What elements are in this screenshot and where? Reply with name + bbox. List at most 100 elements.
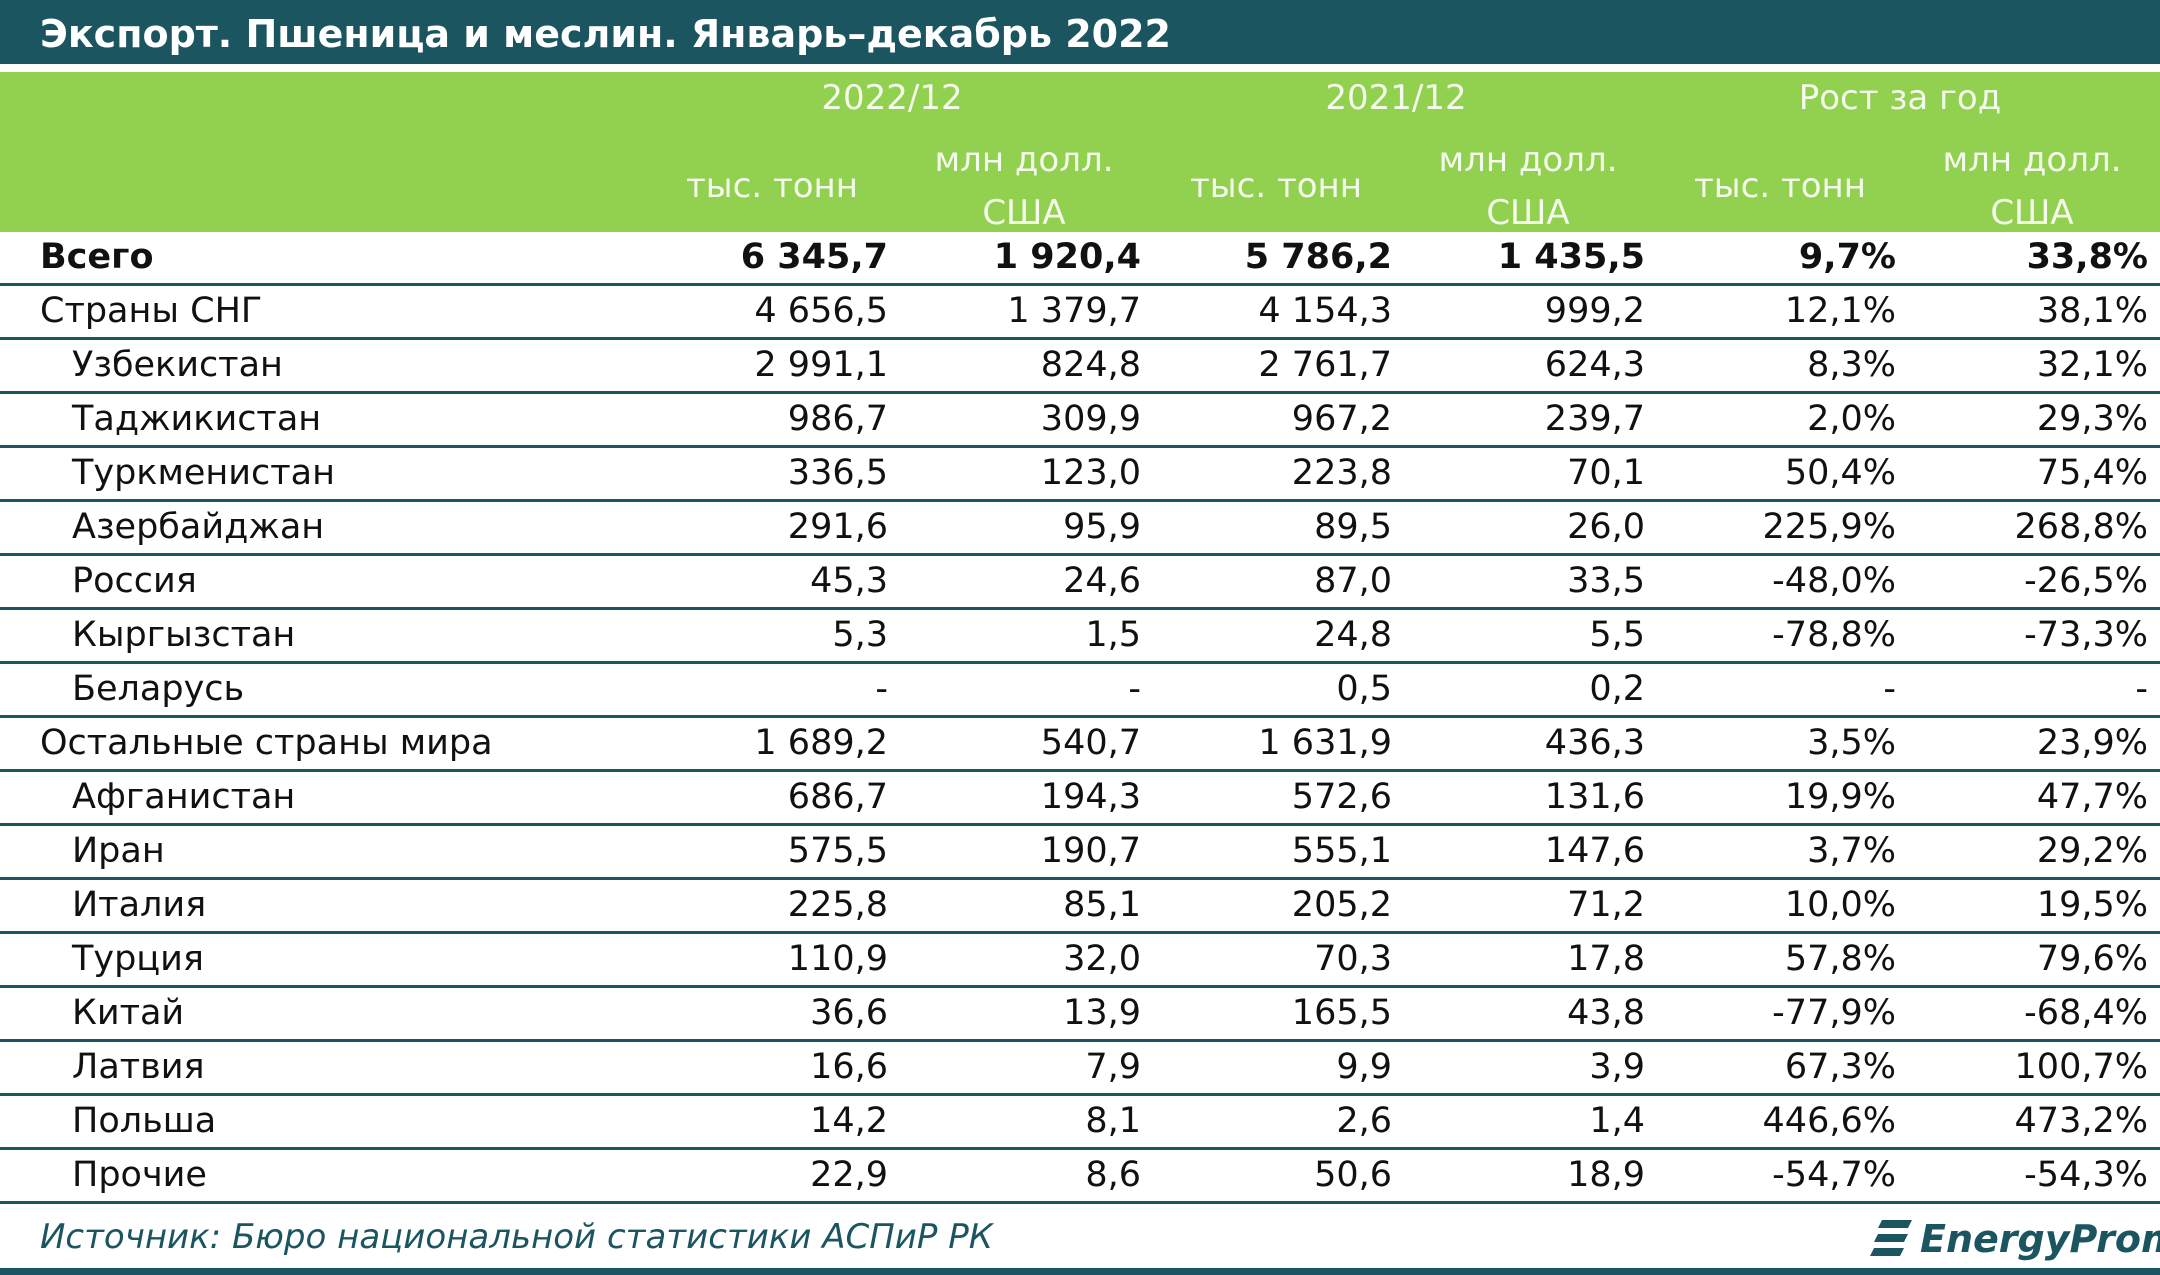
- cell-value: 87,0: [1314, 561, 1392, 601]
- cell-value: 336,5: [787, 453, 888, 493]
- unit-tons-growth: тыс. тонн: [1693, 166, 1867, 206]
- table-row: Италия 225,8 85,1 205,2 71,2 10,0% 19,5%: [0, 880, 2160, 934]
- cell-value: 1 920,4: [993, 237, 1141, 277]
- table-row: Азербайджан 291,6 95,9 89,5 26,0 225,9% 268,8%: [0, 502, 2160, 556]
- cell-value: -: [2135, 669, 2148, 709]
- cell-value: 0,5: [1336, 669, 1392, 709]
- cell-value: 3,7%: [1807, 831, 1896, 871]
- cell-value: 70,1: [1567, 453, 1645, 493]
- cell-value: 75,4%: [2036, 453, 2148, 493]
- cell-value: 50,4%: [1784, 453, 1896, 493]
- cell-value: 33,8%: [2026, 237, 2148, 277]
- cell-value: 17,8: [1567, 939, 1645, 979]
- cell-value: 223,8: [1291, 453, 1392, 493]
- cell-value: 43,8: [1567, 993, 1645, 1033]
- cell-value: 540,7: [1040, 723, 1141, 763]
- cell-value: 190,7: [1040, 831, 1141, 871]
- table-row: Кыргызстан 5,3 1,5 24,8 5,5 -78,8% -73,3%: [0, 610, 2160, 664]
- table-row: Узбекистан 2 991,1 824,8 2 761,7 624,3 8,3% 32…: [0, 340, 2160, 394]
- cell-value: 194,3: [1040, 777, 1141, 817]
- cell-value: 19,5%: [2036, 885, 2148, 925]
- cell-value: -: [1128, 669, 1141, 709]
- cell-value: 29,2%: [2036, 831, 2148, 871]
- cell-value: 239,7: [1544, 399, 1645, 439]
- cell-value: 1 689,2: [754, 723, 888, 763]
- table-row: Латвия 16,6 7,9 9,9 3,9 67,3% 100,7%: [0, 1042, 2160, 1096]
- row-label: Узбекистан: [72, 345, 283, 385]
- cell-value: 6 345,7: [740, 237, 888, 277]
- cell-value: -77,9%: [1772, 993, 1896, 1033]
- cell-value: 1,4: [1589, 1101, 1645, 1141]
- cell-value: 2 991,1: [754, 345, 888, 385]
- cell-value: 79,6%: [2036, 939, 2148, 979]
- energyprom-logo: EnergyProm: [1870, 1210, 2160, 1268]
- row-label: Страны СНГ: [40, 291, 263, 331]
- cell-value: 268,8%: [2014, 507, 2148, 547]
- cell-value: 225,9%: [1762, 507, 1896, 547]
- cell-value: -54,7%: [1772, 1155, 1896, 1195]
- cell-value: 473,2%: [2014, 1101, 2148, 1141]
- row-label: Азербайджан: [72, 507, 325, 547]
- cell-value: 95,9: [1063, 507, 1141, 547]
- cell-value: 8,6: [1085, 1155, 1141, 1195]
- cell-value: 38,1%: [2036, 291, 2148, 331]
- cell-value: 5,5: [1589, 615, 1645, 655]
- cell-value: 131,6: [1544, 777, 1645, 817]
- row-label: Афганистан: [72, 777, 296, 817]
- cell-value: 8,1: [1085, 1101, 1141, 1141]
- table-row: Иран 575,5 190,7 555,1 147,6 3,7% 29,2%: [0, 826, 2160, 880]
- cell-value: 967,2: [1291, 399, 1392, 439]
- row-label: Всего: [40, 237, 154, 277]
- cell-value: 57,8%: [1784, 939, 1896, 979]
- cell-value: 89,5: [1314, 507, 1392, 547]
- cell-value: 0,2: [1589, 669, 1645, 709]
- cell-value: 205,2: [1291, 885, 1392, 925]
- cell-value: 824,8: [1040, 345, 1141, 385]
- cell-value: 436,3: [1544, 723, 1645, 763]
- cell-value: -78,8%: [1772, 615, 1896, 655]
- row-label: Россия: [72, 561, 197, 601]
- cell-value: 16,6: [810, 1047, 888, 1087]
- cell-value: 32,0: [1063, 939, 1141, 979]
- table-row: Россия 45,3 24,6 87,0 33,5 -48,0% -26,5%: [0, 556, 2160, 610]
- source-note: Источник: Бюро национальной статистики А…: [40, 1217, 993, 1257]
- cell-value: -26,5%: [2024, 561, 2148, 601]
- unit-usd-growth-line2: США: [1990, 193, 2074, 233]
- cell-value: 986,7: [787, 399, 888, 439]
- energyprom-logo-text: EnergyProm: [1920, 1217, 2160, 1261]
- row-label: Кыргызстан: [72, 615, 296, 655]
- unit-usd-2021-line2: США: [1486, 193, 1570, 233]
- table-header: 2022/12 2021/12 Рост за год тыс. тонн мл…: [0, 72, 2160, 233]
- cell-value: -54,3%: [2024, 1155, 2148, 1195]
- cell-value: 3,5%: [1807, 723, 1896, 763]
- unit-usd-growth-line1: млн долл.: [1942, 140, 2122, 180]
- cell-value: 8,3%: [1807, 345, 1896, 385]
- cell-value: 18,9: [1567, 1155, 1645, 1195]
- cell-value: 572,6: [1291, 777, 1392, 817]
- cell-value: 47,7%: [2036, 777, 2148, 817]
- row-label: Польша: [72, 1101, 217, 1141]
- cell-value: 686,7: [787, 777, 888, 817]
- row-label: Италия: [72, 885, 207, 925]
- data-table: Всего 6 345,7 1 920,4 5 786,2 1 435,5 9,7% 33,…: [0, 232, 2160, 1204]
- cell-value: 9,9: [1336, 1047, 1392, 1087]
- cell-value: 291,6: [787, 507, 888, 547]
- table-row: Остальные страны мира 1 689,2 540,7 1 631,9…: [0, 718, 2160, 772]
- row-label: Таджикистан: [72, 399, 322, 439]
- cell-value: 32,1%: [2036, 345, 2148, 385]
- cell-value: 10,0%: [1784, 885, 1896, 925]
- cell-value: -73,3%: [2024, 615, 2148, 655]
- cell-value: 1,5: [1085, 615, 1141, 655]
- group-header-2021: 2021/12: [1325, 78, 1467, 118]
- cell-value: 225,8: [787, 885, 888, 925]
- table-row: Афганистан 686,7 194,3 572,6 131,6 19,9% 47,7%: [0, 772, 2160, 826]
- cell-value: 100,7%: [2014, 1047, 2148, 1087]
- cell-value: 67,3%: [1784, 1047, 1896, 1087]
- unit-usd-2022-line2: США: [982, 193, 1066, 233]
- table-row: Таджикистан 986,7 309,9 967,2 239,7 2,0% 29,3%: [0, 394, 2160, 448]
- row-label: Китай: [72, 993, 185, 1033]
- row-label: Туркменистан: [72, 453, 335, 493]
- cell-value: 24,6: [1063, 561, 1141, 601]
- unit-tons-2022: тыс. тонн: [685, 166, 859, 206]
- table-row: Туркменистан 336,5 123,0 223,8 70,1 50,4% 75,4…: [0, 448, 2160, 502]
